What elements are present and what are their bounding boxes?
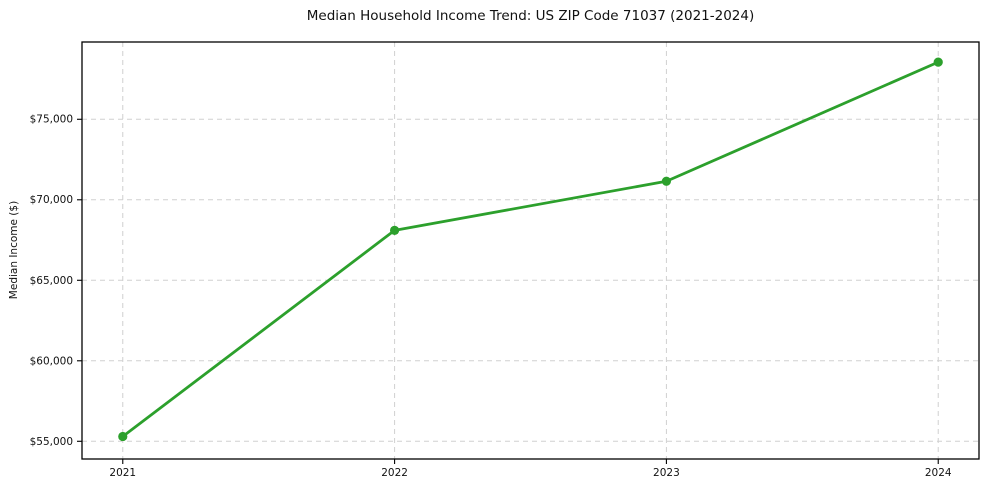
y-axis-label: Median Income ($) [8, 200, 20, 300]
data-point-marker [118, 431, 128, 442]
x-tick-label: 2022 [381, 467, 408, 479]
data-point-marker [933, 57, 943, 67]
chart-title: Median Household Income Trend: US ZIP Co… [306, 8, 755, 24]
y-tick-label: $55,000 [30, 436, 73, 448]
y-tick-label: $75,000 [30, 114, 73, 126]
data-series [118, 57, 943, 442]
tick-labels: $55,000 $60,000 $65,000 $70,000 $75,000 2021 2… [30, 114, 952, 479]
x-tick-label: 2021 [109, 467, 136, 479]
axes [77, 41, 980, 464]
gridlines [82, 42, 979, 459]
data-point-marker [661, 176, 672, 186]
data-point-marker [389, 225, 400, 235]
income-trend-line [121, 60, 940, 438]
plot-border [81, 41, 980, 460]
x-tick-label: 2024 [925, 467, 952, 479]
y-tick-label: $70,000 [30, 194, 73, 206]
x-tick-label: 2023 [653, 467, 680, 479]
y-tick-label: $65,000 [30, 275, 73, 287]
y-tick-label: $60,000 [30, 355, 73, 367]
